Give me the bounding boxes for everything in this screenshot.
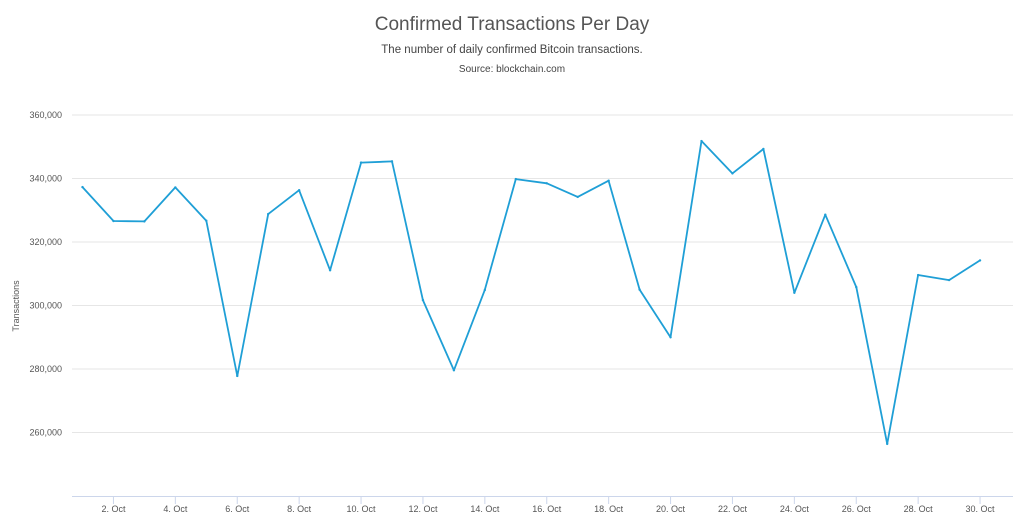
data-point	[112, 219, 115, 223]
y-tick-label: 340,000	[29, 174, 62, 184]
x-tick-label: 8. Oct	[287, 504, 312, 514]
data-point	[174, 186, 177, 189]
y-tick-label: 260,000	[29, 428, 62, 438]
x-tick-label: 26. Oct	[842, 504, 872, 514]
x-tick-label: 24. Oct	[780, 504, 810, 514]
x-tick-label: 14. Oct	[470, 504, 500, 514]
y-tick-label: 300,000	[29, 301, 62, 311]
grid-lines	[72, 114, 1013, 433]
y-tick-label: 360,000	[29, 110, 62, 120]
x-axis: 2. Oct 4. Oct 6. Oct 8. Oct 10. Oct 12. Oct 14…	[72, 496, 1013, 514]
x-tick-label: 16. Oct	[532, 504, 562, 514]
data-point	[731, 172, 734, 175]
data-point	[669, 336, 672, 339]
x-tick-label: 2. Oct	[101, 504, 126, 514]
data-point	[452, 369, 456, 372]
x-tick-label: 18. Oct	[594, 504, 624, 514]
x-tick-label: 20. Oct	[656, 504, 686, 514]
data-point	[762, 147, 765, 151]
data-point	[297, 189, 301, 192]
data-point	[390, 160, 394, 163]
chart-subtitle: The number of daily confirmed Bitcoin tr…	[381, 44, 643, 56]
data-point	[267, 212, 270, 216]
data-point	[700, 139, 703, 143]
x-tick-label: 10. Oct	[347, 504, 377, 514]
data-point	[886, 442, 889, 446]
series-line	[81, 140, 981, 445]
data-point	[638, 288, 641, 291]
chart-title: Confirmed Transactions Per Day	[374, 14, 650, 35]
y-axis-ticks: 260,000 280,000 300,000 320,000 340,000 360,0…	[29, 110, 62, 438]
data-point	[421, 298, 425, 302]
data-point	[236, 374, 239, 378]
data-point	[855, 285, 858, 289]
y-tick-label: 280,000	[29, 364, 62, 374]
data-point	[576, 195, 579, 199]
data-point	[793, 291, 796, 294]
x-tick-label: 22. Oct	[718, 504, 748, 514]
x-tick-label: 4. Oct	[163, 504, 188, 514]
data-point	[824, 213, 827, 216]
data-point	[205, 219, 208, 222]
data-point	[328, 269, 332, 272]
chart-source: Source: blockchain.com	[458, 64, 566, 75]
data-point	[978, 259, 982, 262]
data-point	[545, 182, 548, 185]
data-point	[607, 179, 610, 182]
data-point	[514, 177, 517, 181]
data-point	[359, 161, 363, 164]
data-point	[947, 278, 951, 282]
data-point	[143, 220, 146, 223]
series-transactions	[81, 139, 982, 446]
y-tick-label: 320,000	[29, 237, 62, 247]
x-tick-label: 6. Oct	[225, 504, 250, 514]
y-axis-label: Transactions	[11, 280, 21, 332]
x-tick-label: 30. Oct	[966, 504, 996, 514]
data-point	[81, 185, 84, 189]
data-point	[916, 273, 920, 277]
x-tick-label: 12. Oct	[408, 504, 438, 514]
data-point	[483, 288, 487, 292]
x-tick-label: 28. Oct	[904, 504, 934, 514]
